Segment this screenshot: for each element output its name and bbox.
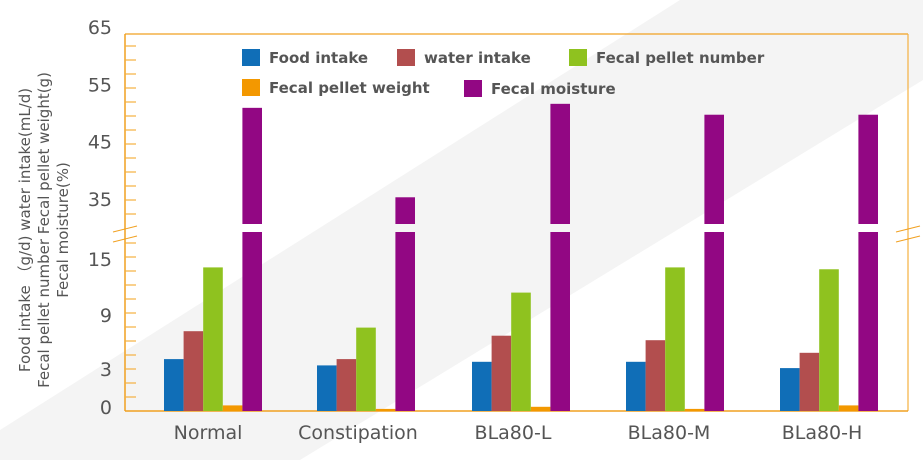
x-category-label: Normal — [174, 422, 243, 444]
bar-fecal-pellet-weight — [530, 406, 551, 411]
legend-swatch — [242, 79, 260, 96]
bar-food-intake — [164, 359, 184, 411]
legend-label: water intake — [424, 49, 531, 67]
y-tick-label: 65 — [88, 17, 112, 39]
bar-group-constipation — [317, 197, 415, 411]
y-tick-label: 45 — [88, 132, 112, 154]
bar-fecal-moisture — [242, 232, 262, 411]
bar-group-bla80-l — [472, 103, 570, 411]
bar-fecal-moisture-upper — [550, 103, 570, 224]
x-category-label: BLa80-L — [475, 422, 552, 444]
bar-fecal-pellet-number — [665, 267, 685, 411]
x-category-label: BLa80-M — [628, 422, 711, 444]
bar-fecal-moisture — [395, 232, 415, 411]
legend-swatch — [464, 80, 482, 97]
bar-fecal-moisture — [858, 232, 878, 411]
bar-group-normal — [164, 107, 262, 411]
bar-food-intake — [317, 365, 337, 411]
bar-fecal-moisture-upper — [704, 114, 724, 224]
legend-swatch — [397, 49, 415, 66]
y-axis-title-line: Fecal moisture(%) — [54, 162, 72, 298]
bar-fecal-pellet-number — [203, 267, 223, 411]
bar-fecal-moisture — [704, 232, 724, 411]
legend-item: Fecal pellet number — [569, 49, 765, 67]
y-axis-title-line: Food intake （g/d) water intake(mL/d) — [16, 88, 34, 372]
y-axis-tick-labels: 35 45 55 65 0 3 9 15 — [88, 17, 112, 419]
y-axis-ticks — [125, 45, 136, 398]
bar-group-bla80-h — [780, 114, 878, 411]
bar-water-intake — [183, 331, 204, 411]
legend-item: Fecal moisture — [464, 80, 616, 98]
y-tick-label: 3 — [100, 359, 112, 381]
legend-label: Food intake — [269, 49, 368, 67]
x-axis-category-labels: Normal Constipation BLa80-L BLa80-M BLa80-H — [174, 422, 863, 444]
plot-frame — [112, 33, 921, 412]
y-tick-label: 0 — [100, 397, 112, 419]
legend-item: Food intake — [242, 49, 368, 67]
bar-water-intake — [491, 335, 512, 411]
bars — [164, 103, 878, 411]
bar-food-intake — [472, 361, 492, 411]
bar-fecal-moisture-upper — [858, 114, 878, 224]
bar-fecal-moisture — [550, 232, 570, 411]
legend-swatch — [242, 49, 260, 66]
bar-fecal-pellet-weight — [838, 405, 859, 411]
bar-fecal-pellet-number — [356, 327, 376, 411]
y-tick-label: 35 — [88, 189, 112, 211]
y-tick-label: 9 — [100, 305, 112, 327]
bar-fecal-pellet-number — [819, 269, 839, 411]
bar-fecal-pellet-weight — [684, 408, 705, 411]
bar-fecal-pellet-weight — [222, 405, 243, 411]
bar-water-intake — [336, 359, 357, 411]
legend-item: Fecal pellet weight — [242, 79, 430, 97]
y-axis-title-line: Fecal pellet number Fecal pellet weight(… — [35, 72, 53, 388]
axis-break-mark-left — [112, 225, 138, 233]
bar-water-intake — [645, 340, 666, 411]
y-tick-label: 15 — [88, 249, 112, 271]
bar-water-intake — [799, 352, 820, 411]
legend-item: water intake — [397, 49, 531, 67]
y-axis-title: Food intake （g/d) water intake(mL/d) Feca… — [16, 72, 72, 388]
legend-label: Fecal pellet weight — [269, 79, 430, 97]
axis-break-mark-right — [895, 225, 921, 233]
bar-fecal-pellet-number — [511, 292, 531, 411]
x-category-label: BLa80-H — [782, 422, 863, 444]
axis-break-mark-right — [895, 235, 921, 243]
legend-label: Fecal moisture — [491, 80, 616, 98]
legend-label: Fecal pellet number — [596, 49, 765, 67]
y-tick-label: 55 — [88, 74, 112, 96]
bar-fecal-moisture-upper — [242, 107, 262, 224]
bar-food-intake — [626, 361, 646, 411]
bar-group-bla80-m — [626, 114, 724, 411]
bar-fecal-moisture-upper — [395, 197, 415, 224]
legend: Food intake water intake Fecal pellet numb… — [242, 49, 765, 98]
x-category-label: Constipation — [298, 422, 418, 444]
axis-break-mark-left — [112, 235, 138, 243]
bar-fecal-pellet-weight — [375, 408, 396, 411]
bar-food-intake — [780, 368, 800, 411]
legend-swatch — [569, 49, 587, 66]
